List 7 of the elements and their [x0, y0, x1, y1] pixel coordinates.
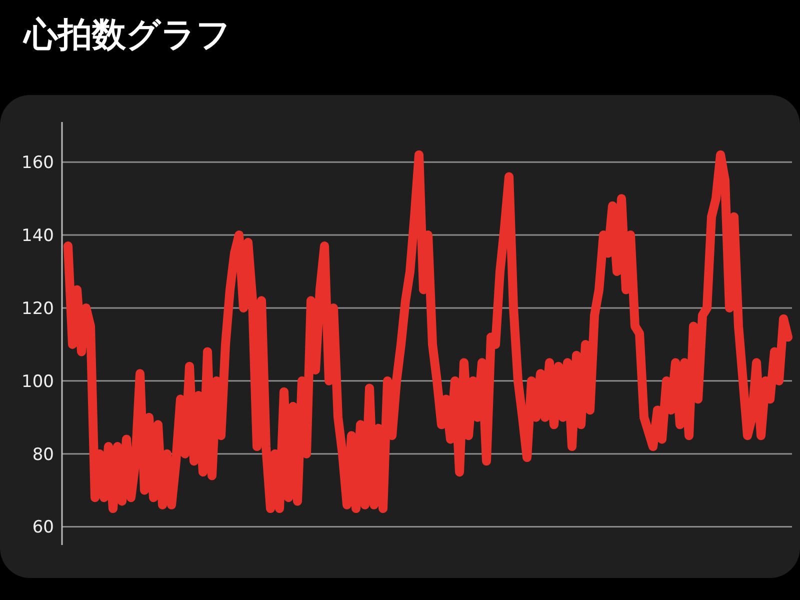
y-tick-label: 80 [32, 444, 54, 465]
y-tick-label: 100 [22, 372, 54, 392]
y-tick-label: 140 [22, 226, 54, 246]
y-tick-label: 160 [22, 153, 54, 174]
chart-title: 心拍数グラフ [22, 15, 231, 55]
y-tick-label: 120 [22, 298, 54, 319]
y-tick-label: 60 [32, 518, 54, 538]
